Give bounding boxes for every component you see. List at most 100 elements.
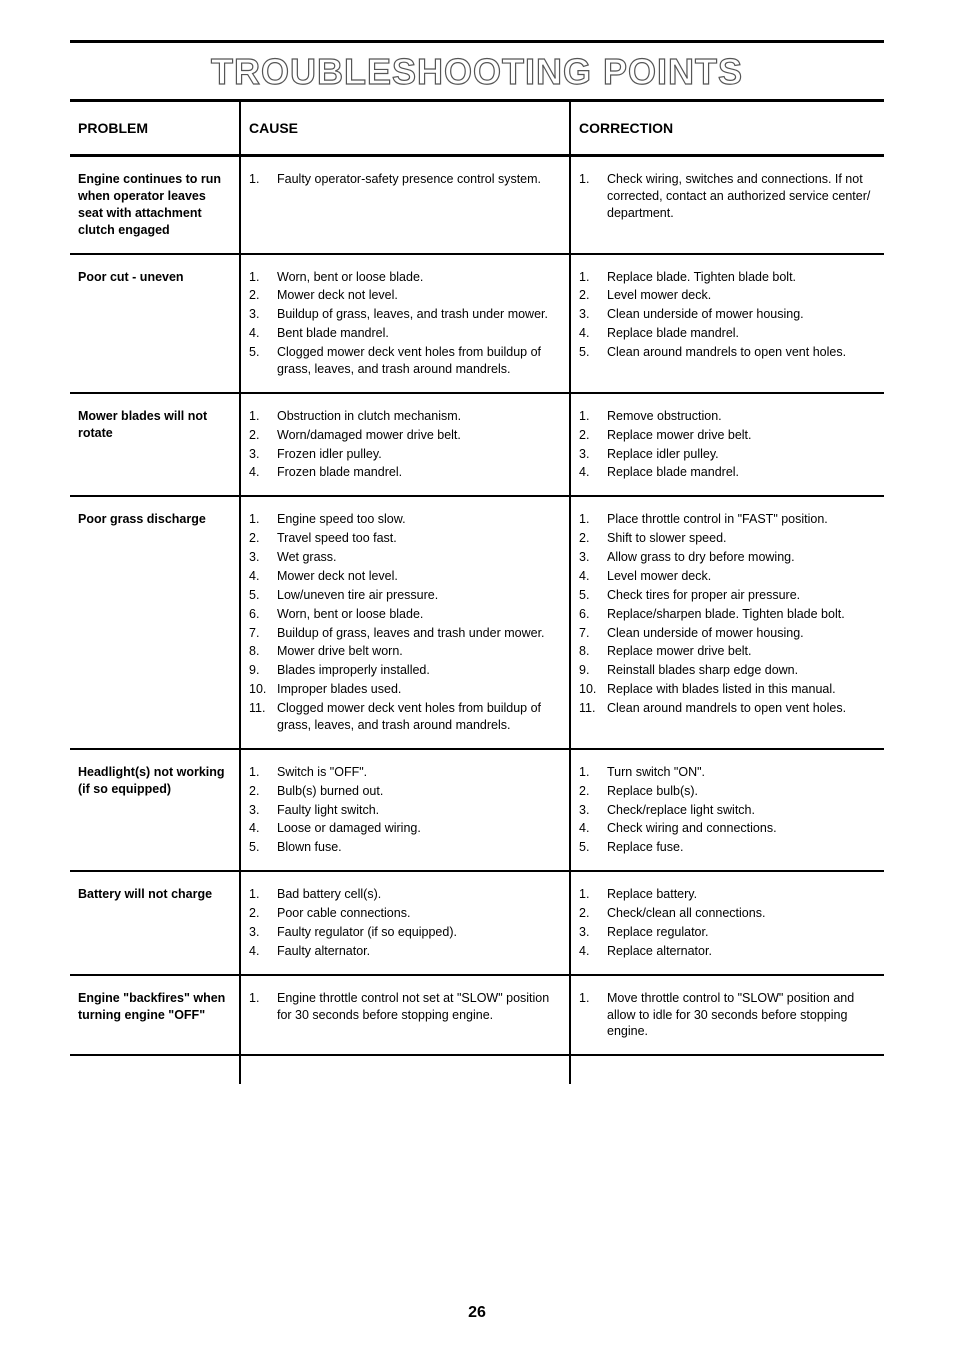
list-number: 7. — [249, 625, 271, 642]
list-number: 1. — [249, 511, 271, 528]
list-text: Bad battery cell(s). — [277, 886, 561, 903]
problem-cell: Engine continues to run when operator le… — [70, 156, 240, 254]
list-text: Replace battery. — [607, 886, 876, 903]
list-number: 8. — [249, 643, 271, 660]
list-text: Blown fuse. — [277, 839, 561, 856]
problem-cell: Battery will not charge — [70, 871, 240, 975]
list-text: Clogged mower deck vent holes from build… — [277, 344, 561, 378]
list-text: Replace/sharpen blade. Tighten blade bol… — [607, 606, 876, 623]
empty-cell — [570, 1055, 884, 1084]
list-number: 11. — [249, 700, 271, 734]
list-text: Engine speed too slow. — [277, 511, 561, 528]
list-number: 1. — [249, 764, 271, 781]
cause-cell: 1.Engine speed too slow.2.Travel speed t… — [240, 496, 570, 749]
list-text: Travel speed too fast. — [277, 530, 561, 547]
list-number: 1. — [579, 408, 601, 425]
table-row: Poor cut - uneven1.Worn, bent or loose b… — [70, 254, 884, 393]
list-text: Allow grass to dry before mowing. — [607, 549, 876, 566]
list-number: 2. — [249, 783, 271, 800]
list-number: 3. — [579, 446, 601, 463]
list-number: 10. — [249, 681, 271, 698]
correction-cell: 1.Place throttle control in "FAST" posit… — [570, 496, 884, 749]
empty-cell — [70, 1055, 240, 1084]
list-text: Mower deck not level. — [277, 287, 561, 304]
list-number: 9. — [579, 662, 601, 679]
problem-cell: Engine "backfires" when turning engine "… — [70, 975, 240, 1056]
list-text: Replace mower drive belt. — [607, 427, 876, 444]
list-text: Clean around mandrels to open vent holes… — [607, 344, 876, 361]
list-text: Replace regulator. — [607, 924, 876, 941]
list-number: 2. — [249, 287, 271, 304]
list-number: 5. — [249, 344, 271, 378]
list-text: Replace blade. Tighten blade bolt. — [607, 269, 876, 286]
list-text: Faulty alternator. — [277, 943, 561, 960]
problem-cell: Headlight(s) not working (if so equipped… — [70, 749, 240, 871]
list-number: 10. — [579, 681, 601, 698]
list-text: Reinstall blades sharp edge down. — [607, 662, 876, 679]
list-number: 3. — [579, 924, 601, 941]
correction-cell: 1.Check wiring, switches and connections… — [570, 156, 884, 254]
cause-cell: 1.Worn, bent or loose blade.2.Mower deck… — [240, 254, 570, 393]
list-number: 2. — [579, 905, 601, 922]
table-row: Headlight(s) not working (if so equipped… — [70, 749, 884, 871]
list-number: 2. — [249, 905, 271, 922]
list-number: 4. — [579, 820, 601, 837]
cause-cell: 1. Bad battery cell(s). 2. Poor cable conne… — [240, 871, 570, 975]
list-text: Check tires for proper air pressure. — [607, 587, 876, 604]
list-number: 5. — [249, 587, 271, 604]
table-row: Engine continues to run when operator le… — [70, 156, 884, 254]
table-row — [70, 1055, 884, 1084]
col-header-cause: CAUSE — [240, 102, 570, 156]
list-number: 6. — [249, 606, 271, 623]
table-header-row: PROBLEM CAUSE CORRECTION — [70, 102, 884, 156]
cause-cell: 1.Obstruction in clutch mechanism.2.Worn… — [240, 393, 570, 497]
list-number: 1. — [579, 764, 601, 781]
list-number: 4. — [249, 464, 271, 481]
page-title: TROUBLESHOOTING POINTS — [70, 51, 884, 93]
list-text: Check wiring, switches and connections. … — [607, 171, 876, 222]
list-number: 11. — [579, 700, 601, 717]
troubleshooting-table: PROBLEM CAUSE CORRECTION Engine continue… — [70, 102, 884, 1084]
list-text: Check wiring and connections. — [607, 820, 876, 837]
list-number: 1. — [249, 408, 271, 425]
list-number: 1. — [249, 269, 271, 286]
list-text: Clean underside of mower housing. — [607, 625, 876, 642]
list-text: Mower deck not level. — [277, 568, 561, 585]
list-text: Faulty light switch. — [277, 802, 561, 819]
list-text: Shift to slower speed. — [607, 530, 876, 547]
col-header-correction: CORRECTION — [570, 102, 884, 156]
correction-cell: 1.Move throttle control to "SLOW" positi… — [570, 975, 884, 1056]
page-number: 26 — [70, 1304, 884, 1322]
list-number: 6. — [579, 606, 601, 623]
list-text: Remove obstruction. — [607, 408, 876, 425]
list-text: Wet grass. — [277, 549, 561, 566]
list-text: Replace blade mandrel. — [607, 464, 876, 481]
list-number: 3. — [579, 549, 601, 566]
list-text: Replace fuse. — [607, 839, 876, 856]
list-number: 3. — [579, 802, 601, 819]
table-row: Mower blades will not rotate1.Obstructio… — [70, 393, 884, 497]
list-text: Replace idler pulley. — [607, 446, 876, 463]
list-number: 3. — [249, 446, 271, 463]
list-text: Frozen idler pulley. — [277, 446, 561, 463]
problem-cell: Mower blades will not rotate — [70, 393, 240, 497]
list-text: Clean underside of mower housing. — [607, 306, 876, 323]
table-row: Battery will not charge 1. Bad battery cel… — [70, 871, 884, 975]
problem-cell: Poor cut - uneven — [70, 254, 240, 393]
list-text: Worn, bent or loose blade. — [277, 606, 561, 623]
list-text: Faulty regulator (if so equipped). — [277, 924, 561, 941]
list-number: 1. — [579, 990, 601, 1041]
list-text: Clean around mandrels to open vent holes… — [607, 700, 876, 717]
list-text: Clogged mower deck vent holes from build… — [277, 700, 561, 734]
empty-cell — [240, 1055, 570, 1084]
list-number: 8. — [579, 643, 601, 660]
list-number: 2. — [579, 783, 601, 800]
table-row: Poor grass discharge1.Engine speed too s… — [70, 496, 884, 749]
list-text: Poor cable connections. — [277, 905, 561, 922]
list-number: 1. — [249, 171, 271, 188]
correction-cell: 1.Turn switch "ON".2.Replace bulb(s).3.C… — [570, 749, 884, 871]
list-number: 5. — [579, 839, 601, 856]
list-number: 1. — [249, 886, 271, 903]
list-text: Bent blade mandrel. — [277, 325, 561, 342]
list-text: Level mower deck. — [607, 568, 876, 585]
